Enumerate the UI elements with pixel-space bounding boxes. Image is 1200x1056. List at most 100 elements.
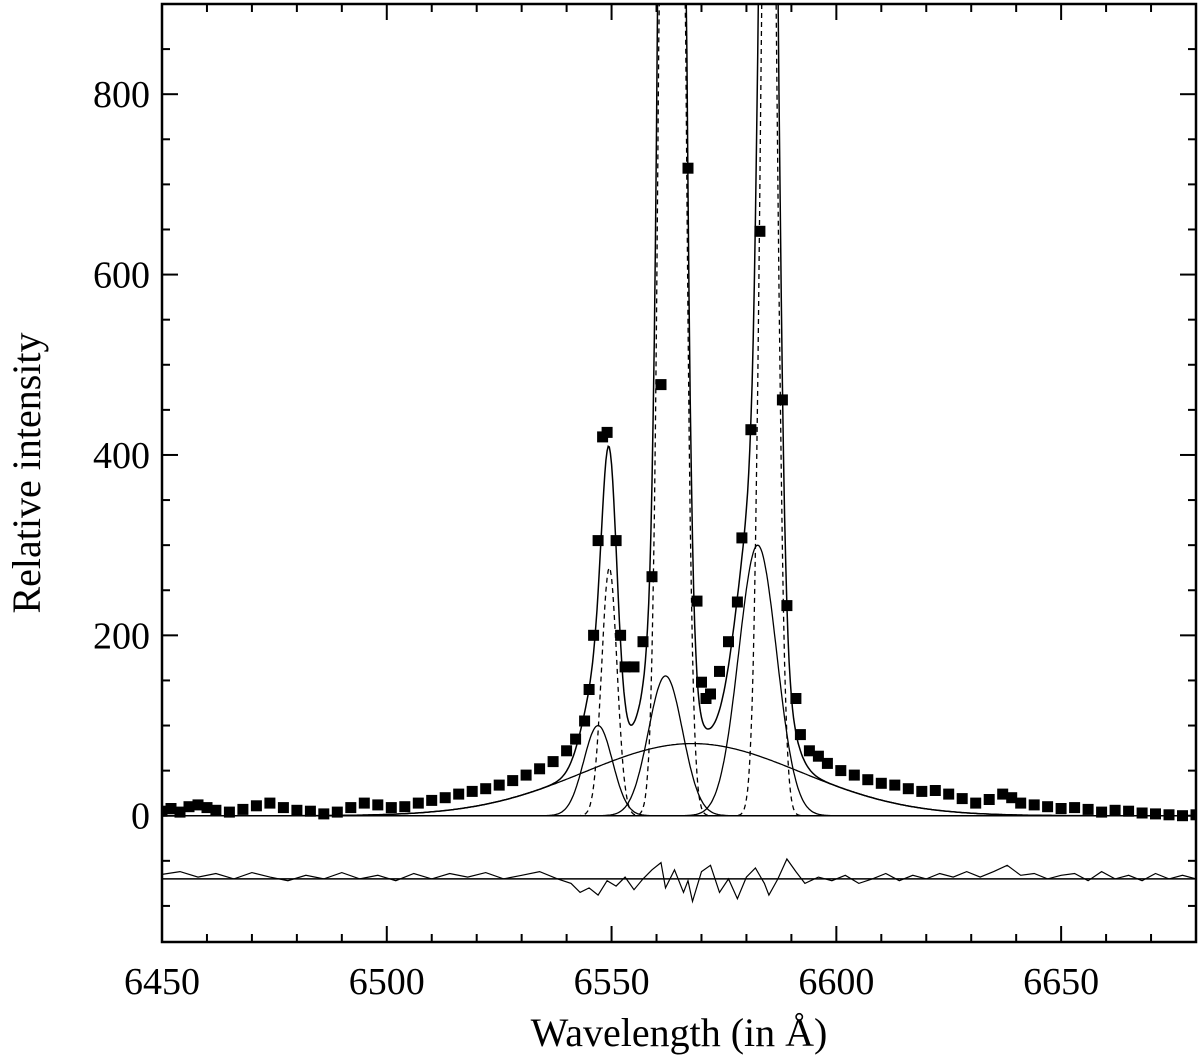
data-point: [250, 800, 262, 812]
data-point: [493, 779, 505, 791]
data-point: [745, 424, 757, 436]
data-point: [691, 595, 703, 607]
data-point: [1150, 808, 1161, 820]
data-point: [264, 797, 276, 809]
residual-line: [162, 857, 1196, 904]
data-point: [1042, 801, 1054, 813]
broad-component: [162, 742, 1196, 817]
data-point: [583, 684, 595, 695]
y-tick-labels: 0 200 400 600 800: [93, 74, 150, 838]
observed-points: [162, 162, 1196, 822]
data-point: [682, 162, 694, 174]
data-point: [619, 661, 631, 673]
data-point: [291, 804, 303, 816]
data-point: [570, 733, 582, 745]
total-fit: [162, 4, 1196, 817]
data-point: [547, 756, 559, 768]
x-tick-label: 6500: [349, 961, 425, 1003]
data-point: [588, 629, 600, 641]
intermediate-component-1: [162, 724, 1196, 817]
data-point: [192, 799, 204, 811]
data-point: [372, 799, 384, 811]
plot-frame: [160, 2, 1198, 944]
y-axis-label: Relative intensity: [4, 332, 49, 613]
data-point: [507, 775, 519, 787]
data-point: [628, 661, 640, 673]
data-point: [875, 777, 887, 789]
data-point: [165, 803, 177, 814]
data-point: [956, 793, 968, 805]
total-fit-line: [162, 4, 1196, 817]
data-point: [183, 801, 195, 813]
data-point: [358, 797, 370, 809]
data-point: [277, 802, 289, 814]
data-point: [237, 803, 249, 815]
data-point: [162, 805, 168, 817]
data-point: [1082, 803, 1094, 815]
data-point: [929, 785, 941, 796]
data-point: [399, 801, 411, 813]
data-point: [983, 794, 995, 805]
x-axis-label: Wavelength (in Å): [531, 1010, 828, 1055]
intermediate-component-3: [162, 544, 1196, 817]
data-point: [1109, 804, 1121, 816]
data-point: [439, 792, 451, 804]
data-point: [426, 794, 438, 806]
x-tick-labels: 6450 6500 6550 6600 6650: [124, 961, 1099, 1003]
data-point: [174, 806, 186, 818]
data-point: [862, 774, 874, 786]
data-point: [705, 688, 716, 700]
data-point: [304, 805, 316, 817]
data-point: [696, 676, 707, 688]
data-point: [579, 715, 591, 727]
data-point: [318, 808, 330, 820]
data-point: [615, 629, 627, 641]
data-point: [776, 394, 788, 406]
data-point: [835, 765, 847, 777]
data-point: [714, 665, 725, 677]
narrow-component-3: [162, 4, 1196, 817]
y-tick-label: 400: [93, 435, 150, 477]
y-tick-label: 0: [131, 796, 150, 838]
data-point: [345, 802, 357, 814]
data-point: [453, 788, 465, 800]
data-point: [331, 806, 343, 818]
data-point: [637, 636, 649, 648]
data-point: [466, 785, 478, 797]
data-point: [534, 763, 546, 775]
data-point: [1096, 806, 1108, 818]
data-point: [201, 802, 213, 814]
data-point: [1015, 797, 1027, 809]
residuals: [162, 857, 1196, 904]
data-point: [848, 769, 860, 781]
axis-ticks: [161, 3, 1197, 942]
data-point: [210, 804, 222, 816]
data-point: [889, 779, 901, 791]
data-point: [592, 535, 604, 547]
x-tick-label: 6650: [1023, 961, 1099, 1003]
data-point: [821, 757, 833, 769]
x-tick-label: 6550: [574, 961, 650, 1003]
fit-components: [162, 4, 1196, 817]
y-tick-label: 600: [93, 255, 150, 297]
data-point: [610, 535, 622, 547]
data-point: [803, 745, 815, 757]
data-point: [902, 783, 914, 795]
data-point: [385, 802, 397, 814]
data-point: [561, 745, 573, 757]
data-point: [1055, 803, 1067, 814]
data-point: [943, 788, 955, 800]
data-point: [731, 596, 743, 608]
narrow-component-2: [162, 4, 1196, 817]
data-point: [520, 769, 532, 781]
data-point: [1136, 807, 1148, 819]
data-point: [997, 788, 1009, 800]
data-point: [223, 806, 235, 818]
data-point: [970, 797, 982, 809]
data-point: [1123, 805, 1135, 817]
data-point: [655, 379, 667, 391]
data-point: [754, 225, 766, 237]
data-point: [723, 636, 734, 648]
data-point: [1163, 809, 1175, 821]
